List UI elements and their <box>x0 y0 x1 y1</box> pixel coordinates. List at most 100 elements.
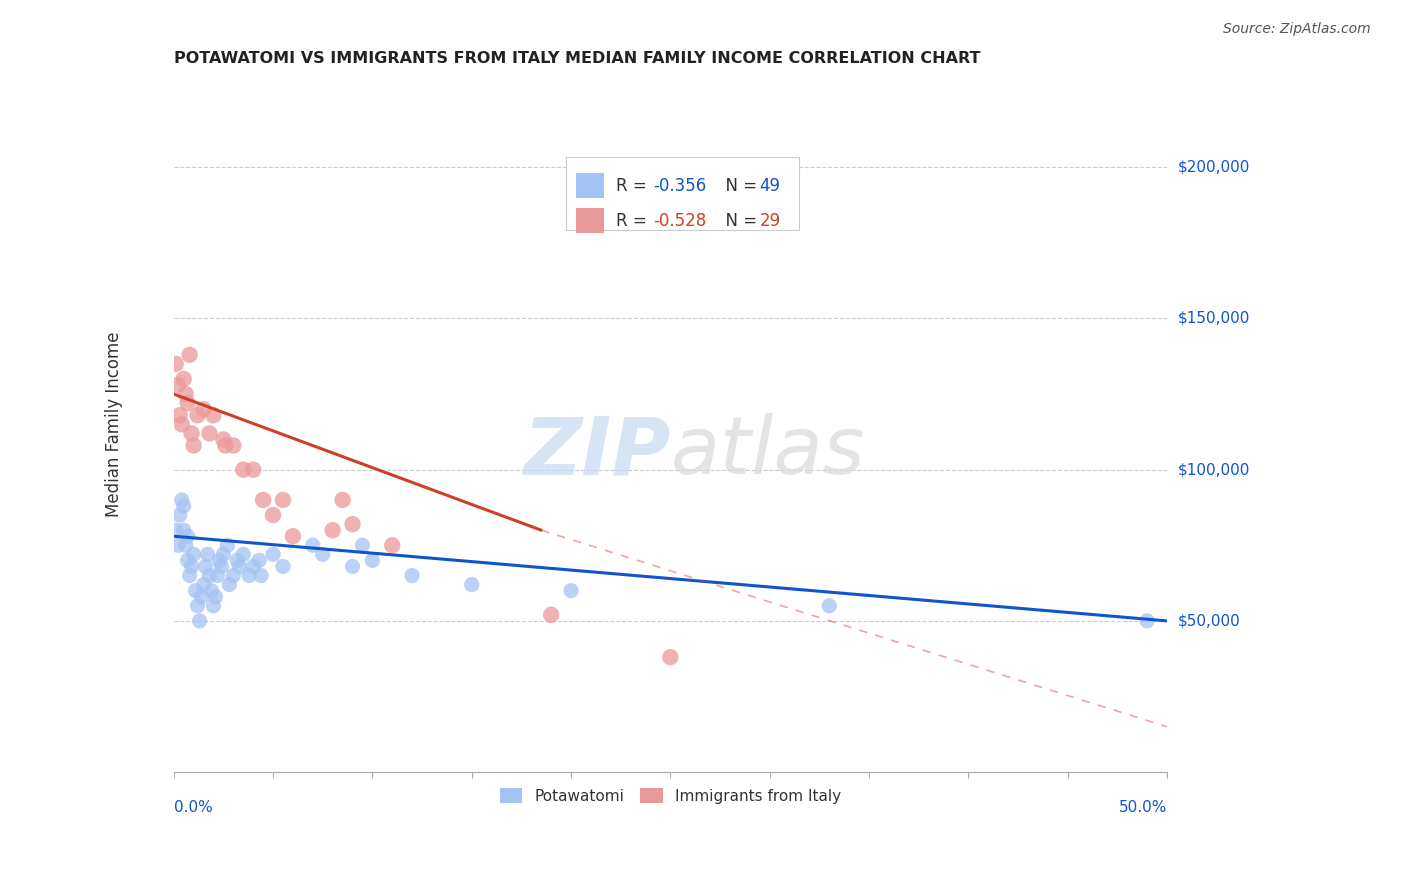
Point <box>208 553 231 567</box>
Point <box>183 438 205 452</box>
Point <box>187 599 209 613</box>
Point <box>197 547 219 561</box>
Point <box>170 492 193 507</box>
FancyBboxPatch shape <box>576 208 603 233</box>
Text: R =: R = <box>616 177 652 194</box>
Point <box>281 529 304 543</box>
Text: 49: 49 <box>759 177 780 194</box>
Point <box>1136 614 1159 628</box>
Point <box>202 599 225 613</box>
Point <box>540 607 562 622</box>
Point <box>183 547 205 561</box>
Point <box>176 529 198 543</box>
Point <box>202 409 225 423</box>
Point <box>180 559 202 574</box>
Point <box>460 577 482 591</box>
Point <box>169 409 191 423</box>
Point <box>262 547 284 561</box>
Point <box>198 426 221 441</box>
Point <box>212 547 235 561</box>
Point <box>322 523 344 537</box>
Point <box>342 517 364 532</box>
Point <box>262 508 284 522</box>
Point <box>332 492 354 507</box>
Point <box>166 378 188 392</box>
Point <box>176 396 198 410</box>
Text: atlas: atlas <box>671 413 865 491</box>
Point <box>222 568 245 582</box>
Point <box>188 614 211 628</box>
Text: R =: R = <box>616 211 652 229</box>
Text: 29: 29 <box>759 211 780 229</box>
Legend: Potawatomi, Immigrants from Italy: Potawatomi, Immigrants from Italy <box>494 781 848 810</box>
FancyBboxPatch shape <box>576 173 603 198</box>
Point <box>218 577 240 591</box>
Text: -0.356: -0.356 <box>654 177 707 194</box>
Point <box>198 568 221 582</box>
Point <box>209 559 232 574</box>
Point <box>238 568 260 582</box>
Point <box>301 538 323 552</box>
Point <box>194 559 217 574</box>
Text: $150,000: $150,000 <box>1178 311 1250 326</box>
Text: -0.528: -0.528 <box>654 211 707 229</box>
Point <box>174 387 197 401</box>
Point <box>184 583 207 598</box>
Point <box>187 409 209 423</box>
Point <box>222 438 245 452</box>
Point <box>250 568 273 582</box>
Point <box>818 599 841 613</box>
Text: N =: N = <box>716 211 762 229</box>
Point <box>232 463 254 477</box>
Point <box>174 538 197 552</box>
Text: ZIP: ZIP <box>523 413 671 491</box>
Point <box>217 538 239 552</box>
Point <box>352 538 374 552</box>
Point <box>401 568 423 582</box>
Point <box>173 372 195 386</box>
Point <box>242 463 264 477</box>
Point <box>170 417 193 432</box>
Point <box>252 492 274 507</box>
Point <box>212 433 235 447</box>
Point <box>200 583 222 598</box>
Point <box>193 577 215 591</box>
Text: Source: ZipAtlas.com: Source: ZipAtlas.com <box>1223 22 1371 37</box>
Point <box>247 553 270 567</box>
Text: N =: N = <box>716 177 762 194</box>
Point <box>232 547 254 561</box>
Point <box>165 357 187 371</box>
Point <box>381 538 404 552</box>
Point <box>193 402 215 417</box>
Point <box>271 492 294 507</box>
Text: $200,000: $200,000 <box>1178 160 1250 175</box>
Point <box>560 583 582 598</box>
Point <box>659 650 682 665</box>
Point <box>312 547 335 561</box>
Point <box>242 559 264 574</box>
Point <box>342 559 364 574</box>
Text: 0.0%: 0.0% <box>174 800 212 815</box>
Point <box>361 553 384 567</box>
Point <box>228 559 250 574</box>
Point <box>169 508 191 522</box>
Text: POTAWATOMI VS IMMIGRANTS FROM ITALY MEDIAN FAMILY INCOME CORRELATION CHART: POTAWATOMI VS IMMIGRANTS FROM ITALY MEDI… <box>174 51 980 66</box>
Point <box>226 553 249 567</box>
Point <box>271 559 294 574</box>
Point <box>180 426 202 441</box>
Text: $50,000: $50,000 <box>1178 614 1240 628</box>
Point <box>207 568 229 582</box>
Point <box>176 553 198 567</box>
FancyBboxPatch shape <box>567 157 800 229</box>
Point <box>179 568 201 582</box>
Point <box>214 438 236 452</box>
Point <box>173 523 195 537</box>
Text: 50.0%: 50.0% <box>1119 800 1167 815</box>
Text: Median Family Income: Median Family Income <box>105 332 124 517</box>
Point <box>204 590 226 604</box>
Text: $100,000: $100,000 <box>1178 462 1250 477</box>
Point <box>190 590 212 604</box>
Point <box>179 348 201 362</box>
Point <box>166 538 188 552</box>
Point <box>165 523 187 537</box>
